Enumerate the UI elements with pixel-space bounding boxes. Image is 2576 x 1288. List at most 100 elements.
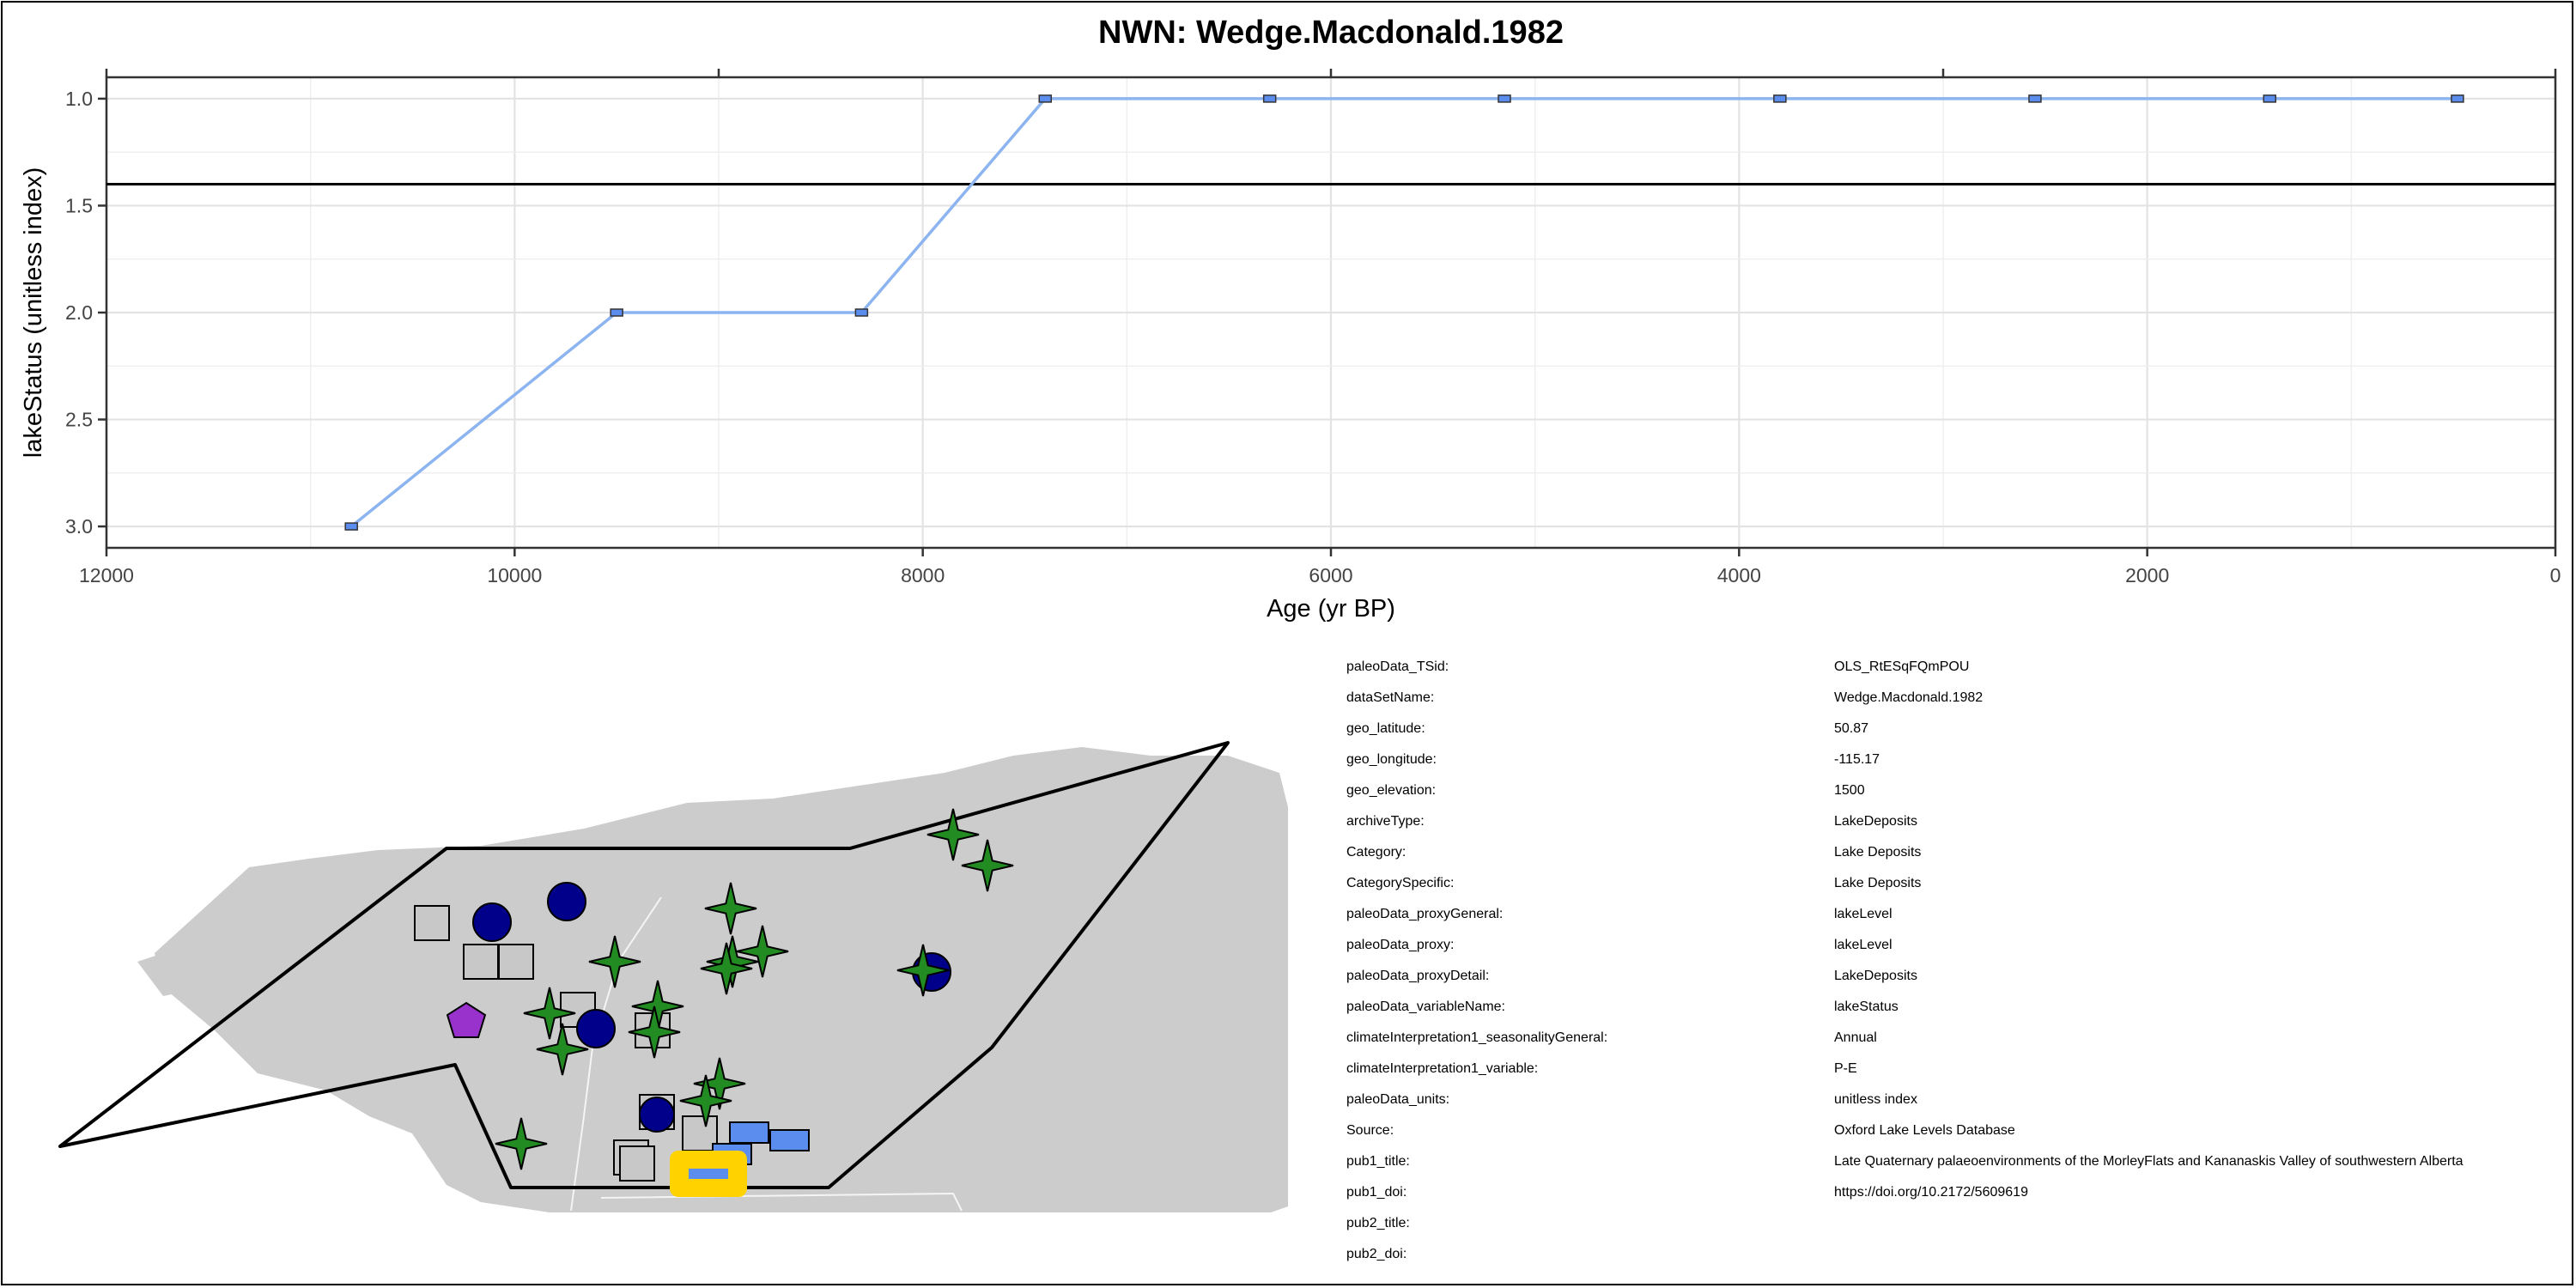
metadata-value: Oxford Lake Levels Database (1834, 1123, 2015, 1138)
metadata-row: dataSetName: Wedge.Macdonald.1982 (1346, 690, 2464, 721)
x-tick-label: 4000 (1717, 564, 1761, 586)
site-marker-star (536, 1023, 589, 1076)
site-marker-star (896, 944, 950, 997)
metadata-row: paleoData_proxyGeneral: lakeLevel (1346, 907, 2464, 938)
metadata-row: pub1_doi: https://doi.org/10.2172/5609619 (1346, 1185, 2464, 1216)
metadata-key: pub2_doi: (1346, 1247, 1407, 1261)
metadata-row: paleoData_proxy: lakeLevel (1346, 938, 2464, 969)
metadata-key: climateInterpretation1_variable: (1346, 1061, 1539, 1076)
metadata-key: climateInterpretation1_seasonalityGenera… (1346, 1030, 1608, 1045)
metadata-key: Source: (1346, 1123, 1394, 1138)
grid (105, 77, 2557, 548)
data-point (1773, 94, 1787, 103)
metadata-key: archiveType: (1346, 814, 1425, 829)
site-marker-pentagon (446, 1001, 487, 1038)
metadata-value: LakeDeposits (1834, 814, 1917, 829)
data-point (2028, 94, 2042, 103)
data-point (2263, 94, 2277, 103)
metadata-row: paleoData_variableName: lakeStatus (1346, 999, 2464, 1030)
metadata-value: lakeLevel (1834, 907, 1893, 921)
metadata-row: climateInterpretation1_seasonalityGenera… (1346, 1030, 2464, 1061)
metadata-key: paleoData_proxyDetail: (1346, 969, 1490, 983)
site-marker-square (619, 1145, 655, 1182)
site-marker-star (588, 935, 641, 988)
site-marker-circle (576, 1009, 616, 1048)
metadata-key: geo_elevation: (1346, 783, 1437, 798)
metadata-value: 1500 (1834, 783, 1865, 798)
site-marker-square (498, 944, 534, 980)
metadata-key: geo_longitude: (1346, 752, 1437, 767)
data-point (2451, 94, 2464, 103)
metadata-row: CategorySpecific: Lake Deposits (1346, 876, 2464, 907)
data-point (854, 308, 869, 317)
metadata-value: lakeStatus (1834, 999, 1899, 1014)
metadata-key: paleoData_proxyGeneral: (1346, 907, 1504, 921)
metadata-row: geo_latitude: 50.87 (1346, 721, 2464, 752)
site-marker-circle (472, 902, 512, 942)
metadata-row: paleoData_proxyDetail: LakeDeposits (1346, 969, 2464, 999)
axes: 12000 10000 8000 6000 4000 2000 0 1.0 1.5 2.0 2.5 3… (65, 69, 2561, 586)
metadata-row: paleoData_TSid: OLS_RtESqFQmPOU (1346, 659, 2464, 690)
metadata-key: paleoData_proxy: (1346, 938, 1455, 952)
site-marker-star (523, 987, 576, 1040)
metadata-value: lakeLevel (1834, 938, 1893, 952)
metadata-table: paleoData_TSid: OLS_RtESqFQmPOU dataSetNam… (1346, 659, 2464, 1278)
site-marker-circle (639, 1097, 675, 1133)
y-tick-label: 2.5 (65, 409, 93, 431)
x-tick-label: 2000 (2125, 564, 2169, 586)
x-tick-label: 10000 (487, 564, 542, 586)
site-marker-star (679, 1074, 732, 1127)
metadata-key: pub1_doi: (1346, 1185, 1407, 1200)
chart: 12000 10000 8000 6000 4000 2000 0 1.0 1.5 2.0 2.5 3… (20, 15, 2561, 623)
site-marker-circle (547, 882, 586, 921)
chart-title: NWN: Wedge.Macdonald.1982 (1098, 15, 1564, 51)
x-tick-label: 0 (2550, 564, 2561, 586)
x-tick-label: 12000 (79, 564, 134, 586)
site-marker-star (927, 808, 980, 861)
site-marker-blue-rect (729, 1121, 769, 1144)
site-marker-star (495, 1117, 548, 1170)
series-line (350, 97, 2458, 528)
data-point (344, 522, 358, 531)
star-markers (495, 808, 1014, 1170)
metadata-row: pub1_title: Late Quaternary palaeoenviron… (1346, 1154, 2464, 1185)
site-marker-star (700, 942, 753, 995)
site-marker-star (628, 1005, 681, 1059)
metadata-key: pub1_title: (1346, 1154, 1410, 1169)
site-marker-star (704, 882, 757, 935)
metadata-key: CategorySpecific: (1346, 876, 1455, 890)
y-tick-label: 3.0 (65, 515, 93, 538)
site-marker-square (463, 944, 499, 980)
metadata-key: dataSetName: (1346, 690, 1435, 705)
metadata-key: geo_latitude: (1346, 721, 1425, 736)
x-tick-label: 6000 (1309, 564, 1352, 586)
site-marker-square (682, 1115, 718, 1151)
y-tick-label: 1.5 (65, 194, 93, 216)
metadata-key: paleoData_TSid: (1346, 659, 1449, 674)
metadata-row: paleoData_units: unitless index (1346, 1092, 2464, 1123)
selected-site-marker (689, 1169, 728, 1179)
x-axis-title: Age (yr BP) (1267, 595, 1395, 623)
metadata-value: unitless index (1834, 1092, 1917, 1107)
metadata-row: pub2_doi: (1346, 1247, 2464, 1278)
metadata-row: geo_longitude: -115.17 (1346, 752, 2464, 783)
series-layer (344, 94, 2464, 531)
metadata-value: Lake Deposits (1834, 876, 1922, 890)
site-marker-square (414, 905, 450, 941)
y-axis-title: lakeStatus (unitless index) (20, 167, 47, 459)
data-point (1498, 94, 1511, 103)
site-map (58, 741, 1288, 1212)
metadata-row: pub2_title: (1346, 1216, 2464, 1247)
y-tick-label: 2.0 (65, 301, 93, 324)
data-point (1038, 94, 1053, 103)
metadata-key: paleoData_units: (1346, 1092, 1450, 1107)
metadata-value: https://doi.org/10.2172/5609619 (1834, 1185, 2028, 1200)
metadata-value: Lake Deposits (1834, 845, 1922, 860)
site-marker-star (706, 935, 759, 988)
metadata-value: P-E (1834, 1061, 1857, 1076)
metadata-row: archiveType: LakeDeposits (1346, 814, 2464, 845)
site-marker-star (736, 925, 789, 978)
metadata-key: pub2_title: (1346, 1216, 1410, 1230)
metadata-value: Annual (1834, 1030, 1877, 1045)
